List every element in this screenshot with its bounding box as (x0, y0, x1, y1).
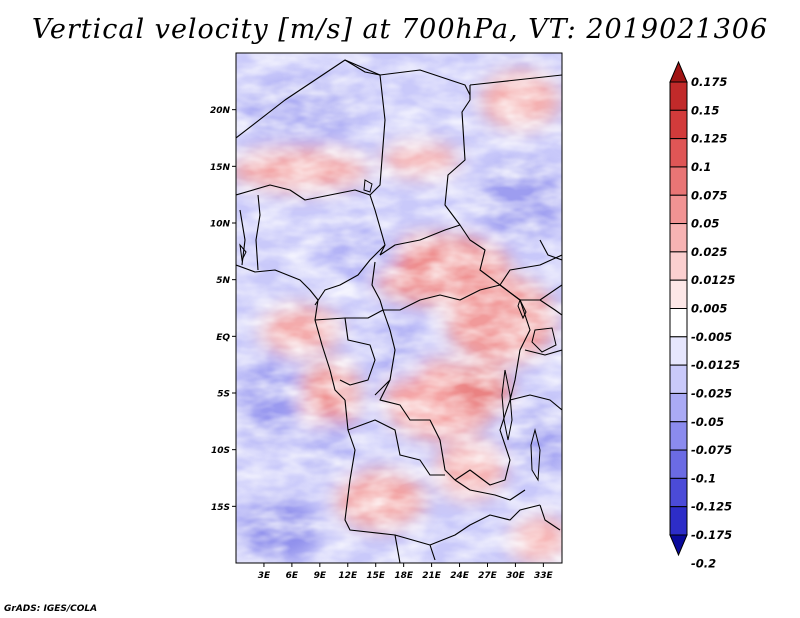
colorbar-segment (669, 166, 688, 196)
colorbar-bottom-arrow (669, 534, 688, 557)
colorbar-segment (669, 506, 688, 536)
colorbar-segment (669, 194, 688, 225)
lat-label: 5S (217, 390, 230, 400)
colorbar-segment (669, 477, 688, 508)
colorbar-label: -0.075 (691, 443, 732, 457)
lon-label: 21E (422, 571, 442, 581)
colorbar-label: 0.075 (691, 188, 727, 202)
lon-label: 9E (314, 571, 327, 581)
lake-albert (517, 298, 527, 320)
lake-tanganyika (501, 369, 513, 441)
colorbar-label: -0.005 (691, 330, 732, 344)
lat-label: 5N (216, 276, 230, 286)
colorbar-segment (669, 109, 688, 140)
colorbar-label: -0.05 (691, 415, 724, 429)
lon-label: 6E (286, 571, 299, 581)
colorbar-segment (669, 364, 688, 394)
colorbar-segment (669, 223, 688, 253)
lake-victoria (531, 327, 557, 353)
lat-label: EQ (216, 333, 230, 343)
grads-credit: GrADS: IGES/COLA (4, 604, 98, 614)
lon-label: 24E (450, 571, 470, 581)
lon-label: 30E (506, 571, 526, 581)
colorbar-label: -0.125 (691, 500, 732, 514)
colorbar-label: 0.175 (691, 75, 727, 89)
country-boundaries (236, 59, 562, 563)
colorbar-label: -0.2 (691, 556, 716, 570)
lon-label: 3E (258, 571, 271, 581)
lat-label: 20N (210, 106, 231, 116)
colorbar-label: -0.1 (691, 471, 716, 485)
lake-chad (363, 179, 373, 193)
lat-label: 10N (210, 220, 231, 230)
colorbar-label: -0.175 (691, 528, 732, 542)
colorbar-segment (669, 392, 688, 423)
lat-label: 15S (211, 503, 230, 513)
lon-label: 18E (394, 571, 414, 581)
colorbar-segment (669, 138, 688, 168)
colorbar-label: 0.1 (691, 160, 711, 174)
map-axes: 20N 15N 10N 5N EQ 5S 10S 15S 3E 6E 9E 12E 15E 18E 21E 2… (210, 106, 554, 581)
colorbar-label: 0.05 (691, 217, 719, 231)
colorbar-segment (669, 279, 688, 309)
colorbar-label: 0.15 (691, 103, 719, 117)
lon-label: 33E (534, 571, 554, 581)
lon-label: 27E (478, 571, 498, 581)
colorbar-label: -0.025 (691, 386, 732, 400)
colorbar-label: 0.0125 (691, 273, 735, 287)
colorbar-segment (669, 449, 688, 479)
colorbar: 0.175 0.15 0.125 0.1 0.075 0.05 0.025 0.0125 0.0… (669, 60, 740, 570)
colorbar-segment (669, 81, 688, 111)
map-frame (235, 52, 563, 564)
lake-malawi (530, 428, 541, 482)
colorbar-label: -0.0125 (691, 358, 740, 372)
lat-label: 15N (210, 163, 231, 173)
lakes (239, 179, 557, 482)
colorbar-segment (669, 251, 688, 281)
colorbar-label: 0.025 (691, 245, 727, 259)
lon-label: 12E (338, 571, 358, 581)
colorbar-segment (669, 336, 688, 366)
colorbar-top-arrow (669, 60, 688, 83)
colorbar-label: 0.005 (691, 302, 727, 316)
plot-title: Vertical velocity [m/s] at 700hPa, VT: 2… (31, 14, 769, 45)
colorbar-label: 0.125 (691, 132, 727, 146)
lat-label: 10S (211, 446, 230, 456)
lake-volta (239, 243, 247, 262)
lon-label: 15E (366, 571, 386, 581)
colorbar-segment (669, 308, 688, 338)
colorbar-segment (669, 421, 688, 451)
